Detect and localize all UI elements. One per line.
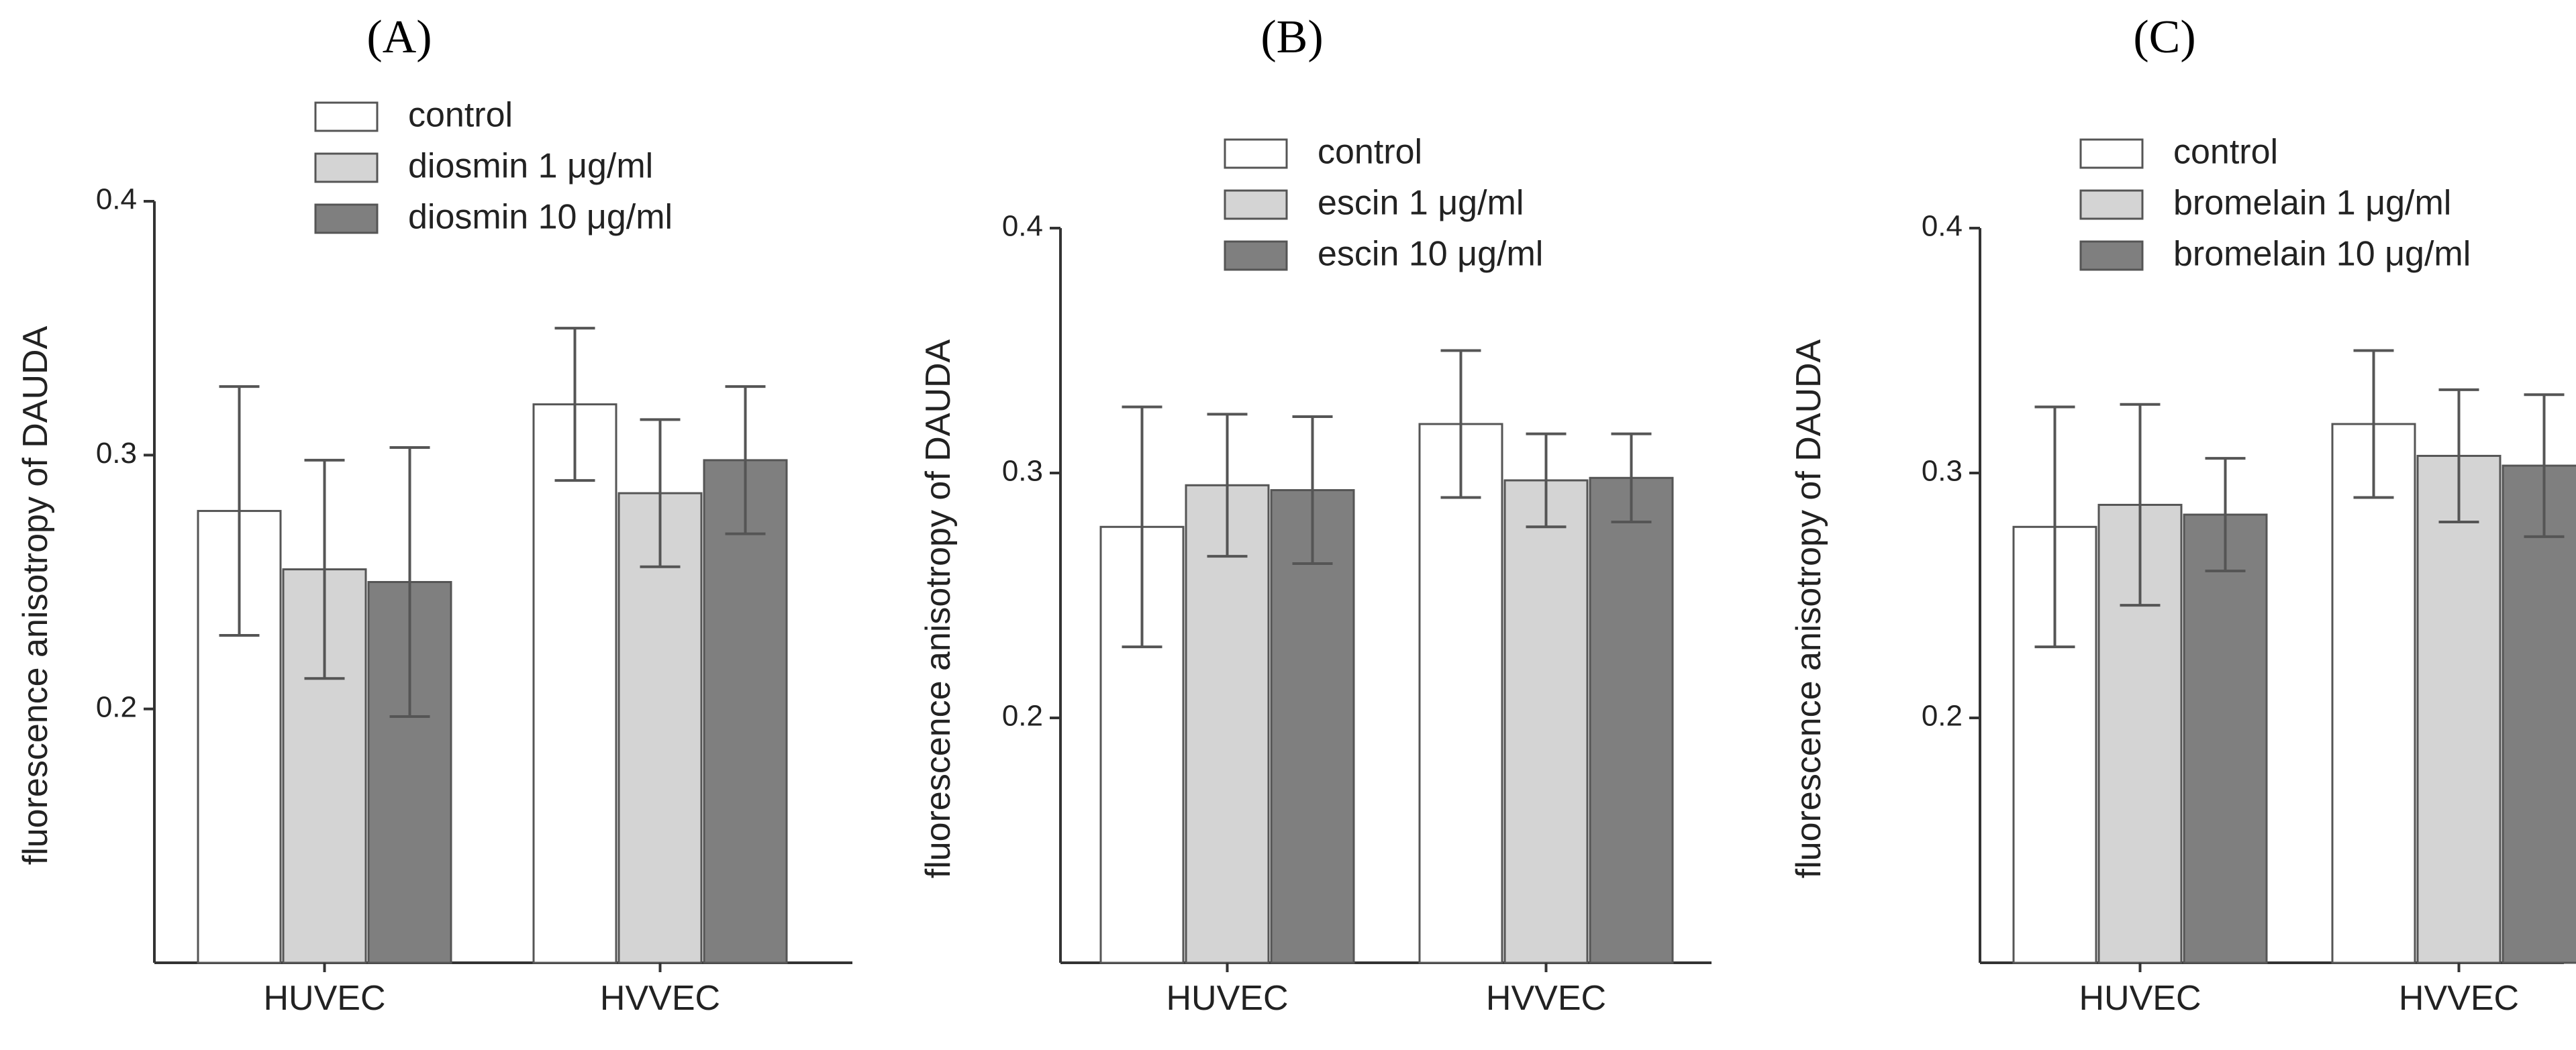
panel-b-legend-swatch bbox=[1224, 138, 1288, 169]
panel-b-legend-label: control bbox=[1318, 133, 1422, 172]
panel-b-category-label: HVVEC bbox=[1486, 979, 1606, 1018]
panel-c-ytick-label: 0.4 bbox=[1922, 210, 1963, 243]
panel-b-ytick-label: 0.3 bbox=[1002, 455, 1043, 488]
panel-c-legend-label: bromelain 1 μg/ml bbox=[2173, 184, 2451, 223]
panel-b-bar bbox=[1503, 479, 1589, 964]
panel-a-ytick-label: 0.4 bbox=[96, 183, 137, 216]
panel-a-legend-swatch bbox=[314, 101, 379, 132]
panel-a-ytick-label: 0.3 bbox=[96, 437, 137, 470]
panel-b-legend-label: escin 1 μg/ml bbox=[1318, 184, 1524, 223]
panel-c-category-label: HUVEC bbox=[2079, 979, 2201, 1018]
panel-c-legend: control bromelain 1 μg/ml bromelain 10 μg/… bbox=[2079, 133, 2471, 274]
panel-b-ylabel: fluorescence anisotropy of DAUDA bbox=[919, 339, 958, 878]
panel-a-category-label: HVVEC bbox=[600, 979, 720, 1018]
panel-b-legend-swatch bbox=[1224, 240, 1288, 271]
panel-a-legend-label: diosmin 10 μg/ml bbox=[408, 198, 673, 237]
panel-c-legend-swatch bbox=[2079, 138, 2144, 169]
panel-b-ytick-label: 0.2 bbox=[1002, 700, 1043, 733]
panel-a-title: (A) bbox=[366, 11, 432, 63]
panel-c-legend-label: bromelain 10 μg/ml bbox=[2173, 235, 2471, 274]
panel-c-bar bbox=[2501, 464, 2576, 964]
panel-a: (A) fluorescence anisotropy of DAUDA 0.2 0.… bbox=[16, 11, 852, 1018]
panel-a-category-label: HUVEC bbox=[263, 979, 385, 1018]
panel-a-legend: control diosmin 1 μg/ml diosmin 10 μg/ml bbox=[314, 96, 673, 237]
panel-a-ytick-label: 0.2 bbox=[96, 690, 137, 723]
panel-c: (C) fluorescence anisotropy of DAUDA 0.2 0.… bbox=[1789, 11, 2576, 1018]
panel-a-bar bbox=[617, 492, 703, 964]
panel-b-legend-label: escin 10 μg/ml bbox=[1318, 235, 1543, 274]
panel-c-title: (C) bbox=[2133, 11, 2195, 63]
panel-a-bar bbox=[532, 403, 617, 964]
panel-c-legend-label: control bbox=[2173, 133, 2278, 172]
panel-c-bar bbox=[2331, 423, 2416, 964]
panel-c-ylabel: fluorescence anisotropy of DAUDA bbox=[1789, 339, 1828, 878]
panel-b-legend-swatch bbox=[1224, 189, 1288, 220]
panel-b-title: (B) bbox=[1260, 11, 1323, 63]
panel-c-bar bbox=[2416, 454, 2501, 964]
panel-c-category-label: HVVEC bbox=[2399, 979, 2519, 1018]
panel-b-bar bbox=[1185, 484, 1270, 964]
panel-c-legend-swatch bbox=[2079, 240, 2144, 271]
panel-a-legend-label: control bbox=[408, 96, 513, 135]
panel-c-ytick-label: 0.3 bbox=[1922, 455, 1963, 488]
panel-a-ylabel: fluorescence anisotropy of DAUDA bbox=[16, 325, 55, 865]
panel-b-legend: control escin 1 μg/ml escin 10 μg/ml bbox=[1224, 133, 1543, 274]
panel-b-category-label: HUVEC bbox=[1166, 979, 1288, 1018]
panel-a-legend-swatch bbox=[314, 152, 379, 183]
panel-b-bar bbox=[1270, 489, 1355, 964]
panel-a-legend-swatch bbox=[314, 203, 379, 234]
panel-a-legend-label: diosmin 1 μg/ml bbox=[408, 147, 653, 186]
panel-c-ytick-label: 0.2 bbox=[1922, 700, 1963, 733]
panel-b-bar bbox=[1418, 423, 1503, 964]
panel-c-bar bbox=[2183, 513, 2268, 964]
panel-c-legend-swatch bbox=[2079, 189, 2144, 220]
panel-b-bar bbox=[1589, 476, 1674, 964]
panel-b: (B) fluorescence anisotropy of DAUDA 0.2 0.… bbox=[919, 11, 1712, 1018]
panel-a-bar bbox=[703, 459, 788, 964]
panel-b-ytick-label: 0.4 bbox=[1002, 210, 1043, 243]
